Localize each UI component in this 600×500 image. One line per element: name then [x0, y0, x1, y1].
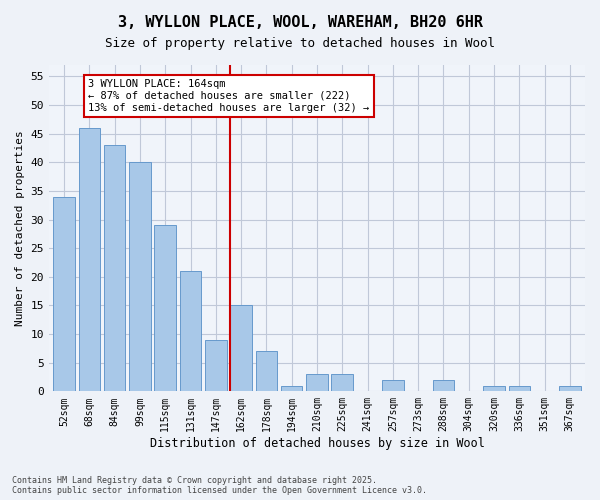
- Bar: [331, 374, 353, 392]
- Bar: [281, 386, 302, 392]
- Bar: [104, 145, 125, 392]
- Y-axis label: Number of detached properties: Number of detached properties: [15, 130, 25, 326]
- Bar: [509, 386, 530, 392]
- Text: 3 WYLLON PLACE: 164sqm
← 87% of detached houses are smaller (222)
13% of semi-de: 3 WYLLON PLACE: 164sqm ← 87% of detached…: [88, 80, 370, 112]
- Bar: [230, 306, 252, 392]
- Bar: [483, 386, 505, 392]
- Bar: [205, 340, 227, 392]
- Bar: [79, 128, 100, 392]
- X-axis label: Distribution of detached houses by size in Wool: Distribution of detached houses by size …: [149, 437, 484, 450]
- Bar: [256, 352, 277, 392]
- Bar: [154, 226, 176, 392]
- Bar: [382, 380, 404, 392]
- Bar: [129, 162, 151, 392]
- Text: Contains HM Land Registry data © Crown copyright and database right 2025.
Contai: Contains HM Land Registry data © Crown c…: [12, 476, 427, 495]
- Bar: [306, 374, 328, 392]
- Text: 3, WYLLON PLACE, WOOL, WAREHAM, BH20 6HR: 3, WYLLON PLACE, WOOL, WAREHAM, BH20 6HR: [118, 15, 482, 30]
- Bar: [559, 386, 581, 392]
- Bar: [433, 380, 454, 392]
- Bar: [53, 196, 75, 392]
- Bar: [180, 271, 201, 392]
- Text: Size of property relative to detached houses in Wool: Size of property relative to detached ho…: [105, 38, 495, 51]
